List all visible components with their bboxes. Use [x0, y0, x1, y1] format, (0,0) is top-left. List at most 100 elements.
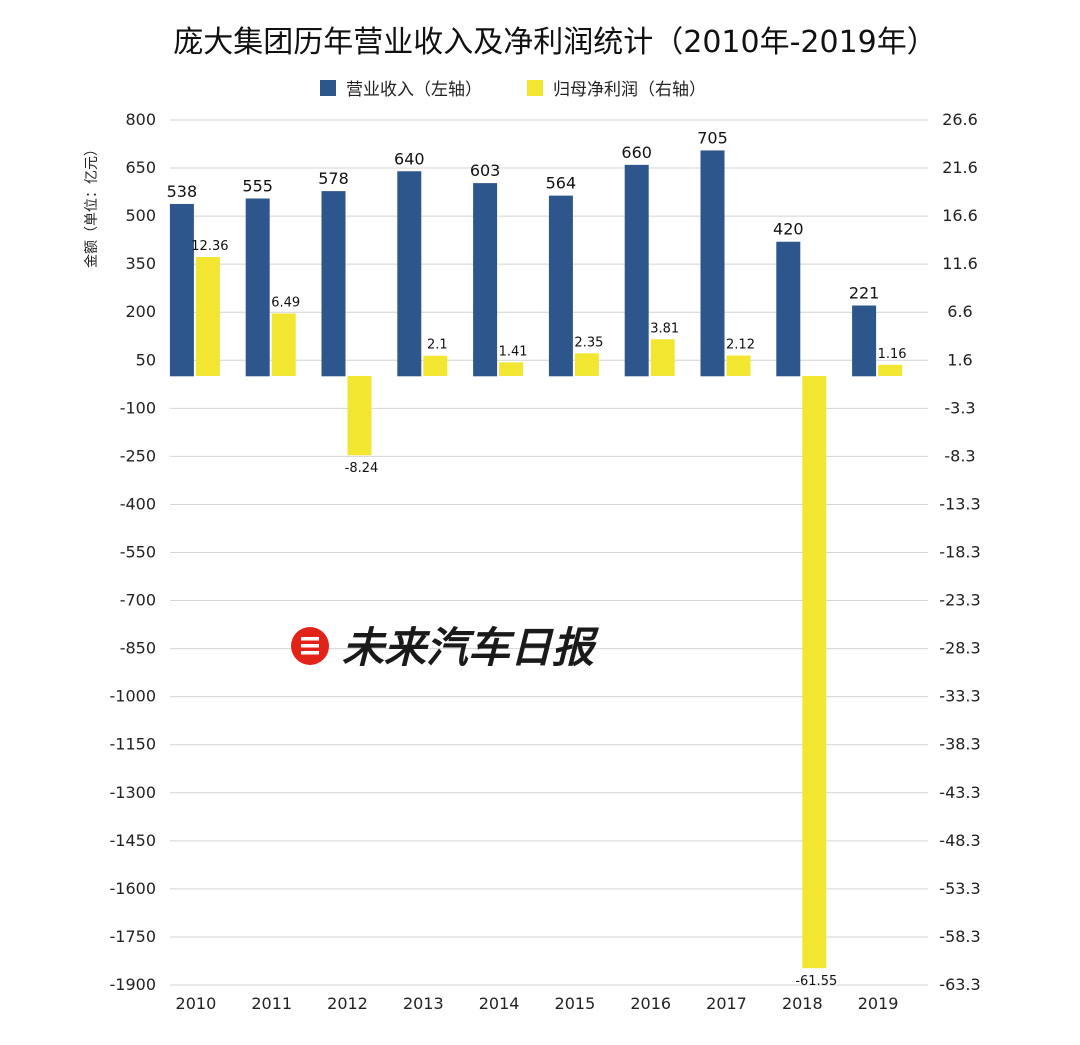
- right-tick-label: -8.3: [944, 446, 975, 465]
- bar-revenue: [624, 164, 649, 377]
- data-label-revenue: 705: [697, 128, 728, 147]
- left-tick-label: -1450: [110, 831, 157, 850]
- bar-revenue: [473, 183, 498, 377]
- data-label-revenue: 564: [546, 174, 577, 193]
- right-tick-label: -28.3: [939, 639, 980, 658]
- data-label-revenue: 538: [167, 182, 198, 201]
- bar-net-profit: [802, 375, 827, 969]
- left-tick-label: 650: [125, 158, 156, 177]
- right-tick-label: -38.3: [939, 735, 980, 754]
- right-tick-label: 11.6: [942, 254, 978, 273]
- right-tick-label: 6.6: [947, 302, 972, 321]
- category-label: 2016: [630, 994, 671, 1013]
- data-label-net-profit: 6.49: [271, 295, 300, 310]
- left-tick-label: -100: [120, 398, 156, 417]
- logo-stripe: [301, 644, 319, 648]
- logo-stripe: [301, 637, 319, 641]
- right-tick-label: -58.3: [939, 927, 980, 946]
- bar-revenue: [169, 203, 194, 377]
- data-label-net-profit: 12.36: [191, 239, 228, 254]
- bar-revenue: [700, 150, 725, 377]
- chart-title: 庞大集团历年营业收入及净利润统计（2010年-2019年）: [173, 25, 937, 60]
- data-label-revenue: 221: [849, 283, 880, 302]
- bar-revenue: [776, 241, 801, 377]
- category-label: 2012: [327, 994, 368, 1013]
- left-tick-label: -1150: [110, 735, 157, 754]
- right-tick-label: -13.3: [939, 494, 980, 513]
- data-label-revenue: 640: [394, 149, 425, 168]
- legend-swatch: [527, 80, 543, 96]
- data-label-net-profit: 3.81: [650, 321, 679, 336]
- bar-net-profit: [574, 353, 599, 376]
- category-label: 2011: [251, 994, 292, 1013]
- category-label: 2013: [403, 994, 444, 1013]
- left-tick-label: -1750: [110, 927, 157, 946]
- right-tick-label: -23.3: [939, 591, 980, 610]
- right-axis-ticks: 26.6 21.6 16.6 11.6 6.6 1.6 -3.3 -8.3 -13.3 -18.3…: [939, 110, 980, 994]
- bar-net-profit: [271, 313, 296, 376]
- right-tick-label: -63.3: [939, 975, 980, 994]
- left-tick-label: 800: [125, 110, 156, 129]
- right-tick-label: -48.3: [939, 831, 980, 850]
- left-tick-label: -700: [120, 591, 156, 610]
- left-tick-label: 500: [125, 206, 156, 225]
- data-labels: 538 12.36 555 6.49 578 -8.24 640 2.1 603 1.41 564 2…: [167, 128, 907, 989]
- right-tick-label: 21.6: [942, 158, 978, 177]
- bars: [169, 150, 903, 969]
- watermark: 未来汽车日报: [291, 623, 599, 672]
- left-tick-label: -1900: [110, 975, 157, 994]
- bar-net-profit: [195, 257, 220, 376]
- left-tick-label: 200: [125, 302, 156, 321]
- bar-net-profit: [726, 355, 751, 376]
- right-tick-label: -43.3: [939, 783, 980, 802]
- data-label-revenue: 555: [242, 176, 273, 195]
- right-tick-label: -33.3: [939, 687, 980, 706]
- legend-label: 营业收入（左轴）: [346, 80, 482, 100]
- left-tick-label: 50: [136, 350, 156, 369]
- left-tick-label: -1000: [110, 687, 157, 706]
- y-axis-label: 金额（单位：亿元）: [84, 142, 100, 268]
- bar-revenue: [245, 198, 270, 377]
- data-label-net-profit: 1.41: [499, 344, 528, 359]
- data-label-net-profit: 2.12: [726, 338, 755, 353]
- right-tick-label: 16.6: [942, 206, 978, 225]
- data-label-revenue: 578: [318, 169, 349, 188]
- legend-swatch: [320, 80, 336, 96]
- data-label-net-profit: 2.1: [427, 338, 448, 353]
- left-tick-label: -400: [120, 494, 156, 513]
- bar-revenue: [321, 191, 346, 377]
- bar-revenue: [548, 195, 573, 377]
- bar-revenue: [852, 305, 877, 377]
- left-tick-label: 350: [125, 254, 156, 273]
- category-label: 2010: [176, 994, 217, 1013]
- left-axis-ticks: 800 650 500 350 200 50 -100 -250 -400 -550 -700 -85…: [110, 110, 157, 994]
- logo-stripe: [301, 651, 319, 655]
- legend: 营业收入（左轴） 归母净利润（右轴）: [320, 80, 706, 100]
- right-tick-label: 26.6: [942, 110, 978, 129]
- category-labels: 2010 2011 2012 2013 2014 2015 2016 2017 2018 2019: [176, 994, 899, 1013]
- bar-revenue: [397, 171, 422, 377]
- category-label: 2015: [555, 994, 596, 1013]
- left-tick-label: -250: [120, 446, 156, 465]
- category-label: 2019: [858, 994, 899, 1013]
- category-label: 2018: [782, 994, 823, 1013]
- bar-net-profit: [423, 355, 448, 376]
- bar-net-profit: [499, 362, 524, 376]
- legend-label: 归母净利润（右轴）: [553, 80, 706, 100]
- data-label-revenue: 603: [470, 161, 501, 180]
- data-label-net-profit: 1.16: [878, 347, 907, 362]
- data-label-net-profit: -61.55: [795, 974, 837, 989]
- bar-net-profit: [650, 339, 675, 376]
- data-label-net-profit: -8.24: [345, 461, 379, 476]
- bar-net-profit: [347, 375, 372, 456]
- right-tick-label: -53.3: [939, 879, 980, 898]
- data-label-net-profit: 2.35: [574, 335, 603, 350]
- category-label: 2014: [479, 994, 520, 1013]
- category-label: 2017: [706, 994, 747, 1013]
- right-tick-label: 1.6: [947, 350, 972, 369]
- data-label-revenue: 420: [773, 220, 804, 239]
- left-tick-label: -850: [120, 639, 156, 658]
- data-label-revenue: 660: [621, 143, 652, 162]
- right-tick-label: -3.3: [944, 398, 975, 417]
